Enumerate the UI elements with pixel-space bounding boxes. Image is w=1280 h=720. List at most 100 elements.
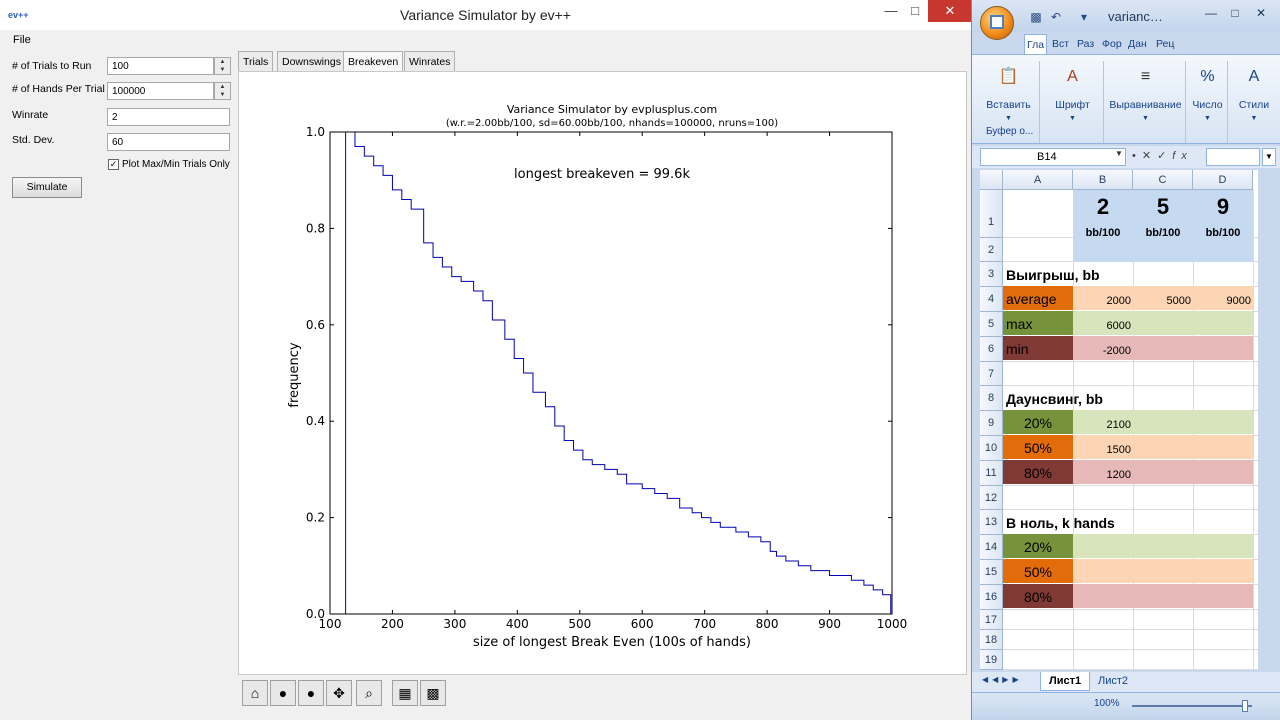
zoom-icon[interactable]: ⌕ <box>356 680 382 706</box>
row-header[interactable]: 13 <box>980 510 1003 535</box>
sheet-nav-icons[interactable]: ◀◀▶▶ <box>982 675 1023 684</box>
cell-c4[interactable]: 5000 <box>1166 295 1191 307</box>
winrate-input[interactable]: 2 <box>107 108 230 126</box>
forward-icon[interactable]: ● <box>298 680 324 706</box>
home-icon[interactable]: ⌂ <box>242 680 268 706</box>
cell-a13[interactable]: В ноль, k hands <box>1006 515 1115 531</box>
pan-icon[interactable]: ✥ <box>326 680 352 706</box>
cell-a5[interactable]: max <box>1006 316 1033 332</box>
row-header[interactable]: 12 <box>980 486 1003 510</box>
close-button[interactable]: ✕ <box>1255 6 1267 20</box>
zoom-slider-handle[interactable] <box>1242 700 1248 712</box>
cell-a9[interactable]: 20% <box>1023 415 1053 431</box>
tab-winrates[interactable]: Winrates <box>404 51 456 71</box>
row-header[interactable]: 6 <box>980 337 1003 362</box>
ribbon-tab-review[interactable]: Рец <box>1156 38 1175 50</box>
ribbon-tab-layout[interactable]: Раз <box>1077 38 1095 50</box>
hands-input[interactable]: 100000 <box>107 82 214 100</box>
minimize-button[interactable]: — <box>1205 6 1217 20</box>
cell-b9[interactable]: 2100 <box>1106 419 1131 431</box>
row-header[interactable]: 2 <box>980 238 1003 262</box>
ribbon-group-font[interactable]: A Шрифт ▼ <box>1042 61 1104 143</box>
x-axis-label: size of longest Break Even (100s of hand… <box>473 635 751 650</box>
chevron-down-icon[interactable]: ▼ <box>1115 149 1123 158</box>
col-header-b[interactable]: B <box>1073 170 1133 190</box>
cell-a11[interactable]: 80% <box>1023 465 1053 481</box>
minimize-button[interactable]: — <box>884 3 898 18</box>
quick-access-dropdown-icon[interactable]: ▾ <box>1080 10 1088 24</box>
row-header[interactable]: 11 <box>980 461 1003 486</box>
row-header[interactable]: 18 <box>980 630 1003 650</box>
select-all-corner[interactable] <box>980 170 1003 190</box>
cell-b4[interactable]: 2000 <box>1106 295 1131 307</box>
row-header[interactable]: 19 <box>980 650 1003 670</box>
stddev-input[interactable]: 60 <box>107 133 230 151</box>
configure-icon[interactable]: ▦ <box>392 680 418 706</box>
save-icon[interactable]: ▩ <box>420 680 446 706</box>
cell-b10[interactable]: 1500 <box>1106 444 1131 456</box>
cell-a15[interactable]: 50% <box>1023 564 1053 580</box>
cell-a14[interactable]: 20% <box>1023 539 1053 555</box>
trials-input[interactable]: 100 <box>107 57 214 75</box>
simulate-button[interactable]: Simulate <box>12 177 82 198</box>
cell-a8[interactable]: Даунсвинг, bb <box>1006 391 1103 407</box>
row-header[interactable]: 7 <box>980 362 1003 386</box>
ribbon-tab-home[interactable]: Гла <box>1024 34 1048 54</box>
row-header[interactable]: 5 <box>980 312 1003 337</box>
maximize-button[interactable]: □ <box>911 3 919 18</box>
cell-b11[interactable]: 1200 <box>1106 469 1131 481</box>
menu-file[interactable]: File <box>13 34 31 46</box>
row-header[interactable]: 17 <box>980 610 1003 630</box>
cell-a6[interactable]: min <box>1006 341 1029 357</box>
ribbon-group-styles[interactable]: A Стили ▼ <box>1230 61 1278 143</box>
ribbon-tab-formulas[interactable]: Фор <box>1102 38 1122 50</box>
col-header-a[interactable]: A <box>1003 170 1073 190</box>
ribbon-tab-data[interactable]: Дан <box>1128 38 1147 50</box>
cell-a4[interactable]: average <box>1006 291 1057 307</box>
row-header[interactable]: 3 <box>980 262 1003 287</box>
plot-maxmin-checkbox[interactable]: ✓ <box>108 159 119 170</box>
maximize-button[interactable]: □ <box>1231 6 1239 20</box>
undo-icon[interactable]: ↶ <box>1050 10 1062 24</box>
zoom-level[interactable]: 100% <box>1094 698 1120 709</box>
row-header[interactable]: 1 <box>980 190 1003 238</box>
row-header[interactable]: 14 <box>980 535 1003 560</box>
cell-a16[interactable]: 80% <box>1023 589 1053 605</box>
cell-a3[interactable]: Выигрыш, bb <box>1006 267 1100 283</box>
expand-formula-icon[interactable]: ▼ <box>1262 148 1276 166</box>
office-button[interactable] <box>980 6 1014 40</box>
trials-spinner[interactable]: ▲ ▼ <box>214 57 231 75</box>
cell-d4[interactable]: 9000 <box>1226 295 1251 307</box>
row-header[interactable]: 16 <box>980 585 1003 610</box>
col-header-c[interactable]: C <box>1133 170 1193 190</box>
tab-downswings[interactable]: Downswings <box>277 51 346 71</box>
cell-b1-big[interactable]: 2 <box>1096 194 1110 219</box>
sheet-tab-1[interactable]: Лист1 <box>1040 672 1091 691</box>
cell-b6[interactable]: -2000 <box>1102 345 1131 357</box>
cell-d1-big[interactable]: 9 <box>1216 194 1230 219</box>
ribbon-tab-insert[interactable]: Вст <box>1052 38 1070 50</box>
ribbon-group-alignment[interactable]: ≡ Выравнивание ▼ <box>1106 61 1186 143</box>
row-header[interactable]: 10 <box>980 436 1003 461</box>
row-header[interactable]: 15 <box>980 560 1003 585</box>
tab-trials[interactable]: Trials <box>238 51 274 71</box>
tab-breakeven[interactable]: Breakeven <box>343 51 404 71</box>
ribbon-group-number[interactable]: % Число ▼ <box>1188 61 1228 143</box>
zoom-slider[interactable] <box>1132 705 1252 707</box>
ribbon-group-paste[interactable]: 📋 Вставить ▼ <box>978 61 1040 143</box>
name-box[interactable]: B14 <box>980 148 1126 166</box>
row-header[interactable]: 4 <box>980 287 1003 312</box>
back-icon[interactable]: ● <box>270 680 296 706</box>
row-header[interactable]: 9 <box>980 411 1003 436</box>
hands-spinner[interactable]: ▲ ▼ <box>214 82 231 100</box>
col-header-d[interactable]: D <box>1193 170 1253 190</box>
cell-c1-big[interactable]: 5 <box>1156 194 1170 219</box>
formula-icons[interactable]: •✕✓fx <box>1132 150 1193 162</box>
save-icon[interactable]: ▩ <box>1030 10 1042 24</box>
sheet-tab-2[interactable]: Лист2 <box>1098 675 1129 687</box>
close-button[interactable]: ✕ <box>928 0 971 22</box>
cell-b5[interactable]: 6000 <box>1106 320 1131 332</box>
row-header[interactable]: 8 <box>980 386 1003 411</box>
formula-input[interactable] <box>1206 148 1260 166</box>
cell-a10[interactable]: 50% <box>1023 440 1053 456</box>
